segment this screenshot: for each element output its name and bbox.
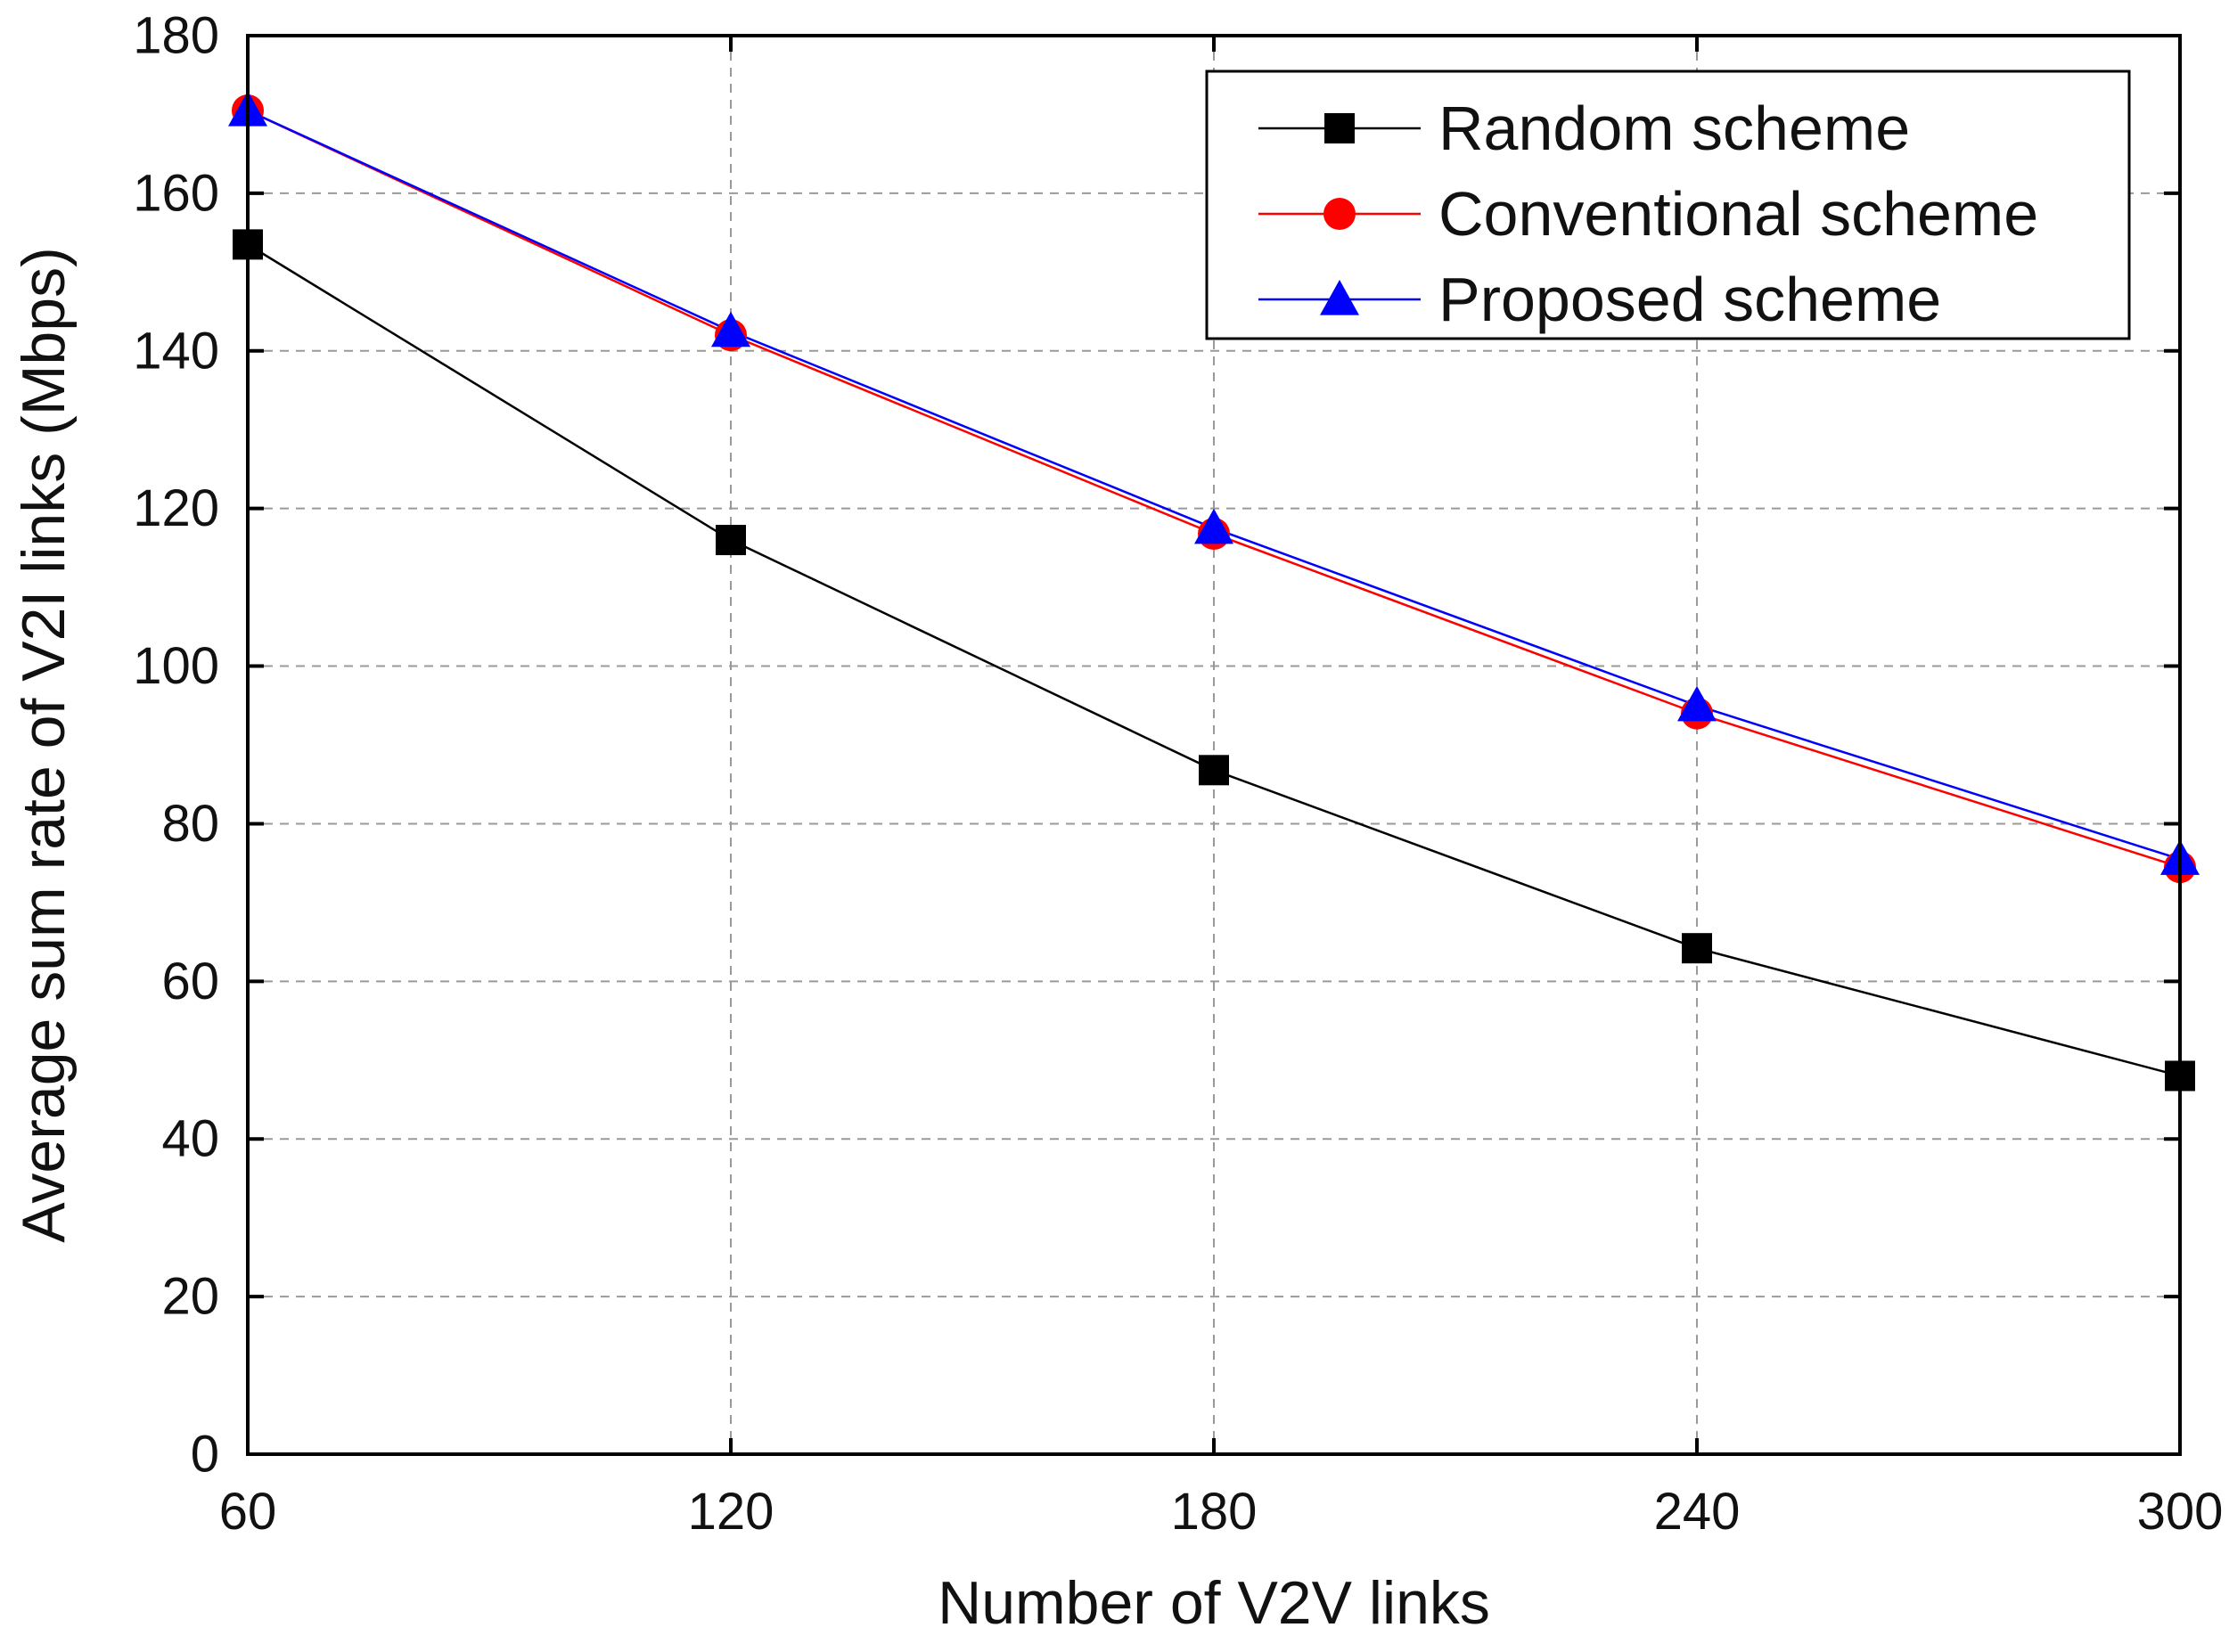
- legend-label: Random scheme: [1438, 94, 1910, 163]
- tick-labels: 0 20 40 60 80 100 120 140 160 180 60 120 180 240 300: [133, 7, 2223, 1542]
- x-tick-label: 300: [2137, 1483, 2224, 1541]
- series-markers-proposed: [228, 91, 2200, 875]
- y-tick-label: 60: [161, 953, 219, 1010]
- data-point-proposed: [1677, 685, 1717, 722]
- y-axis-title: Average sum rate of V2I links (Mbps): [10, 247, 78, 1242]
- y-tick-label: 180: [133, 7, 219, 65]
- y-tick-label: 160: [133, 164, 219, 222]
- legend-label: Proposed scheme: [1438, 265, 1941, 334]
- x-axis-title: Number of V2V links: [938, 1569, 1490, 1637]
- legend-entry-proposed: Proposed scheme: [1258, 265, 1941, 334]
- data-point-proposed: [1194, 508, 1233, 544]
- legend: Random scheme Conventional scheme Proposed…: [1205, 70, 2131, 340]
- y-tick-label: 120: [133, 479, 219, 537]
- legend-marker: [1320, 280, 1359, 315]
- legend-entry-conventional: Conventional scheme: [1258, 179, 2038, 249]
- series-layer: [228, 91, 2200, 1092]
- legend-entry-random: Random scheme: [1258, 94, 1910, 163]
- y-tick-label: 80: [161, 795, 219, 853]
- x-tick-label: 120: [688, 1483, 774, 1541]
- y-tick-label: 20: [161, 1268, 219, 1326]
- legend-box: [1205, 70, 2131, 340]
- y-tick-label: 0: [191, 1426, 219, 1484]
- data-point-random: [1199, 755, 1229, 786]
- x-tick-label: 60: [219, 1483, 277, 1541]
- y-tick-label: 40: [161, 1110, 219, 1168]
- data-point-proposed: [711, 311, 750, 348]
- legend-label: Conventional scheme: [1438, 179, 2038, 249]
- y-tick-label: 140: [133, 322, 219, 380]
- y-tick-label: 100: [133, 637, 219, 695]
- x-tick-label: 180: [1171, 1483, 1258, 1541]
- axis-ticks: [246, 34, 2182, 1456]
- legend-marker: [1323, 198, 1356, 230]
- legend-marker: [1324, 113, 1355, 143]
- data-point-random: [716, 525, 746, 556]
- grid: [248, 36, 2180, 1454]
- x-tick-label: 240: [1654, 1483, 1741, 1541]
- data-point-random: [1682, 933, 1712, 964]
